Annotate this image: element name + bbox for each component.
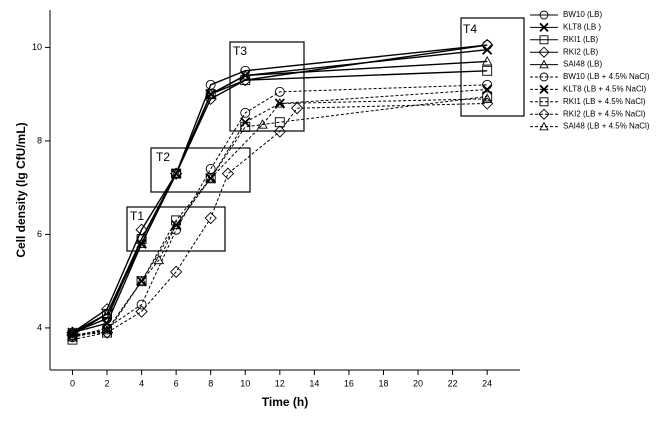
marker [67, 331, 78, 342]
marker [136, 238, 147, 248]
marker [135, 223, 148, 236]
marker [273, 125, 286, 138]
legend-label: KLT8 (LB ) [563, 23, 601, 32]
marker [482, 91, 493, 102]
y-tick-label: 6 [37, 229, 42, 239]
marker [170, 219, 182, 230]
series-line [72, 44, 488, 334]
legend-label: SAI48 (LB + 4.5% NaCl) [563, 122, 650, 131]
marker [482, 65, 493, 76]
marker [257, 119, 268, 129]
series-line [72, 70, 488, 336]
marker [274, 86, 285, 97]
legend-marker [539, 22, 549, 33]
legend-label: SAI48 (LB) [563, 60, 602, 69]
marker [481, 93, 493, 103]
marker [136, 275, 147, 286]
x-tick-label: 12 [275, 378, 285, 388]
x-tick-label: 20 [413, 378, 423, 388]
legend-marker [539, 97, 549, 107]
marker [153, 254, 165, 265]
marker [274, 98, 286, 108]
legend-label: BW10 (LB) [563, 10, 602, 19]
x-tick-label: 14 [309, 378, 319, 388]
y-tick-label: 4 [37, 322, 42, 332]
series-line [72, 98, 488, 338]
x-tick-label: 10 [240, 378, 250, 388]
x-axis-title: Time (h) [262, 395, 308, 409]
x-tick-label: 6 [174, 378, 179, 388]
legend-marker [539, 121, 549, 131]
x-tick-label: 0 [70, 378, 75, 388]
y-tick-label: 10 [32, 42, 42, 52]
marker [205, 172, 216, 183]
marker [170, 168, 182, 178]
x-tick-label: 22 [448, 378, 458, 388]
x-tick-label: 4 [139, 378, 144, 388]
x-tick-label: 8 [208, 378, 213, 388]
marker [482, 44, 493, 55]
x-tick-label: 18 [378, 378, 388, 388]
marker [221, 167, 235, 180]
annotation-box [126, 206, 226, 252]
marker [136, 299, 147, 310]
series-line [72, 95, 488, 341]
legend-marker [539, 35, 549, 45]
legend-label: RKI1 (LB) [563, 35, 598, 44]
marker [135, 305, 148, 318]
annotation-label: T4 [463, 22, 477, 36]
legend-label: RKI2 (LB) [563, 47, 598, 56]
series-line [72, 103, 488, 336]
series-line [72, 88, 488, 336]
annotation-label: T2 [156, 150, 170, 164]
marker [240, 121, 251, 132]
x-tick-label: 2 [105, 378, 110, 388]
legend-label: BW10 (LB + 4.5% NaCl) [563, 72, 650, 81]
legend-marker [538, 108, 550, 120]
marker [205, 88, 216, 99]
legend-marker [539, 59, 549, 69]
marker [204, 211, 217, 225]
x-tick-label: 24 [482, 378, 492, 388]
marker [170, 265, 183, 278]
marker [101, 324, 113, 335]
annotation-label: T3 [233, 44, 247, 58]
series-line [72, 60, 488, 334]
annotation-label: T1 [130, 209, 144, 223]
y-axis-title: Cell density (lg CfU/mL) [14, 122, 28, 257]
marker [481, 56, 493, 66]
marker [205, 164, 216, 174]
y-tick-label: 8 [37, 135, 42, 145]
marker [170, 167, 183, 180]
marker [239, 70, 251, 80]
legend-marker [539, 72, 549, 82]
legend-marker [539, 10, 549, 20]
legend-label: KLT8 (LB + 4.5% NaCl) [563, 85, 647, 94]
marker [274, 117, 285, 128]
legend-label: RKI2 (LB + 4.5% NaCl) [563, 109, 646, 118]
x-tick-label: 16 [344, 378, 354, 388]
legend-label: RKI1 (LB + 4.5% NaCl) [563, 97, 646, 106]
legend-marker [538, 46, 550, 58]
marker [481, 38, 494, 52]
marker [240, 107, 251, 118]
marker [101, 308, 113, 318]
marker [290, 102, 304, 115]
legend-marker [539, 84, 549, 95]
marker [67, 334, 78, 345]
marker [482, 84, 493, 95]
series-line [72, 44, 488, 334]
annotation-box [460, 17, 525, 117]
